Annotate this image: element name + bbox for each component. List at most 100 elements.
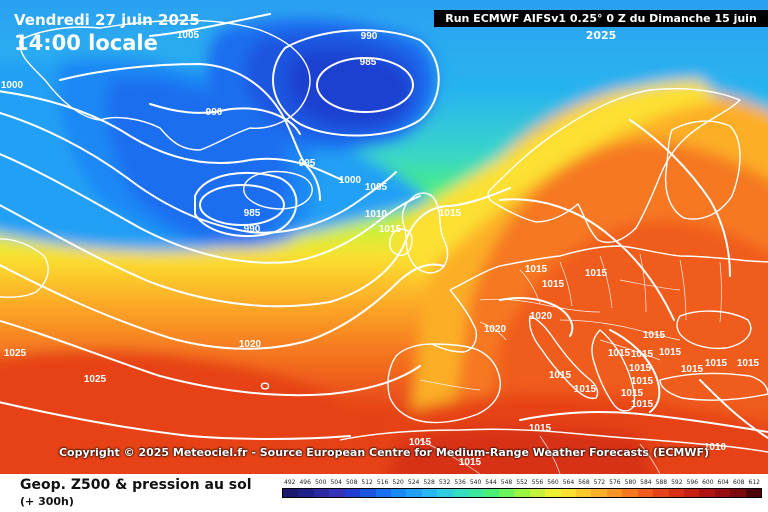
scale-swatch xyxy=(622,489,638,497)
isobar-990-south xyxy=(194,171,298,237)
scale-tick-label: 548 xyxy=(500,479,513,486)
color-scale-labels: 492 496 500 504 508 512 516 520 524 528 532 536 540 5… xyxy=(282,479,762,489)
scale-tick-label: 528 xyxy=(423,479,435,486)
isobar-985-north xyxy=(316,57,414,113)
scale-tick-label: 612 xyxy=(748,479,760,486)
scale-tick-label: 532 xyxy=(438,479,451,486)
scale-swatch xyxy=(375,489,391,497)
scale-tick-label: 552 xyxy=(516,479,528,486)
isobar-1010 xyxy=(0,153,421,264)
isobar-label: 1020 xyxy=(484,324,507,335)
scale-swatch xyxy=(390,489,407,497)
scale-tick-label: 504 xyxy=(330,479,342,486)
isobar-label: 1015 xyxy=(705,358,728,369)
scale-swatch xyxy=(606,489,623,497)
isobar-1005-a xyxy=(0,111,397,234)
scale-tick-label: 544 xyxy=(485,479,497,486)
isobar-1005-top xyxy=(149,13,271,37)
isobar-990-north xyxy=(272,29,440,137)
labrador-coast xyxy=(0,238,49,298)
scale-swatch xyxy=(730,489,746,497)
coastlines xyxy=(0,19,768,453)
scale-tick-label: 500 xyxy=(314,479,327,486)
scale-tick-label: 508 xyxy=(345,479,358,486)
africa-coast xyxy=(339,428,768,453)
scale-swatch xyxy=(344,489,361,497)
ireland-coast xyxy=(389,228,413,256)
scale-tick-label: 576 xyxy=(609,479,621,486)
scale-tick-label: 568 xyxy=(578,479,590,486)
map-title: Geop. Z500 & pression au sol xyxy=(20,477,252,493)
scale-swatch xyxy=(591,489,607,497)
turkey-coast xyxy=(659,372,768,401)
scale-tick-label: 604 xyxy=(717,479,729,486)
scale-tick-label: 512 xyxy=(361,479,373,486)
geopotential-field xyxy=(0,0,768,474)
scale-swatch xyxy=(298,489,314,497)
isobar-label: 1015 xyxy=(608,348,631,359)
scale-swatch xyxy=(668,489,684,497)
isobar-label: 1015 xyxy=(439,208,462,219)
run-info: Run ECMWF AIFSv1 0.25° 0 Z du Dimanche 1… xyxy=(434,10,768,42)
isobar-label: 1025 xyxy=(84,374,107,385)
scale-swatch xyxy=(653,489,669,497)
isobar-label: 1000 xyxy=(1,80,24,91)
scale-tick-label: 560 xyxy=(547,479,559,486)
isobar-990-west xyxy=(149,103,301,135)
iberia-coast xyxy=(387,343,501,424)
scale-swatch xyxy=(576,489,592,497)
forecast-date: Vendredi 27 juin 2025 xyxy=(14,11,200,29)
scale-swatch xyxy=(683,489,700,497)
balkans-coast xyxy=(591,329,636,412)
greenland-coast xyxy=(19,19,311,151)
isobar-1015-east xyxy=(499,198,675,321)
scandinavia-coast xyxy=(487,88,741,244)
isobar-label: 1015 xyxy=(529,423,552,434)
scale-swatch xyxy=(483,489,499,497)
isobar-1020-south xyxy=(0,401,351,440)
isobar-1015-med xyxy=(519,411,768,433)
scale-tick-label: 588 xyxy=(655,479,668,486)
scale-swatch xyxy=(498,489,515,497)
isobar-label: 1015 xyxy=(643,330,666,341)
isobar-label: 1015 xyxy=(631,399,654,410)
scale-swatch xyxy=(714,489,731,497)
scale-tick-label: 572 xyxy=(593,479,606,486)
scale-tick-label: 592 xyxy=(671,479,683,486)
isobar-label: 1015 xyxy=(542,279,565,290)
isobar-1010-east xyxy=(699,379,768,439)
weather-map: 1005 990 985 1000 990 995 1000 1005 985 990 1010 10… xyxy=(0,0,768,474)
isobar-label: 1020 xyxy=(530,311,553,322)
isobar-label: 1015 xyxy=(631,376,654,387)
isobar-label: 1025 xyxy=(4,348,27,359)
europe-coast xyxy=(449,245,768,291)
scale-swatch xyxy=(329,489,345,497)
scale-swatch xyxy=(745,489,762,497)
isobar-label: 1015 xyxy=(525,264,548,275)
scale-swatch xyxy=(283,489,299,497)
isobar-label: 1020 xyxy=(239,339,262,350)
isobar-label: 1015 xyxy=(659,347,682,358)
scale-tick-label: 520 xyxy=(392,479,404,486)
isobar-label: 1015 xyxy=(681,364,704,375)
isobar-label: 1015 xyxy=(574,384,597,395)
scale-tick-label: 564 xyxy=(562,479,575,486)
scale-swatch xyxy=(545,489,561,497)
isobar-label: 985 xyxy=(360,57,377,68)
isobar-label: 1005 xyxy=(177,30,200,41)
azores-coast xyxy=(260,382,270,390)
isobar-label: 1010 xyxy=(704,442,727,453)
scale-tick-label: 492 xyxy=(284,479,296,486)
scale-swatch xyxy=(313,489,330,497)
blacksea-coast xyxy=(676,310,752,350)
isobar-label: 1000 xyxy=(339,175,362,186)
isobar-label: 1005 xyxy=(365,182,388,193)
scale-swatch xyxy=(360,489,376,497)
scale-swatch xyxy=(421,489,438,497)
finland-coast xyxy=(664,120,741,220)
scale-swatch xyxy=(560,489,577,497)
scale-swatch xyxy=(468,489,484,497)
scale-tick-label: 584 xyxy=(640,479,652,486)
